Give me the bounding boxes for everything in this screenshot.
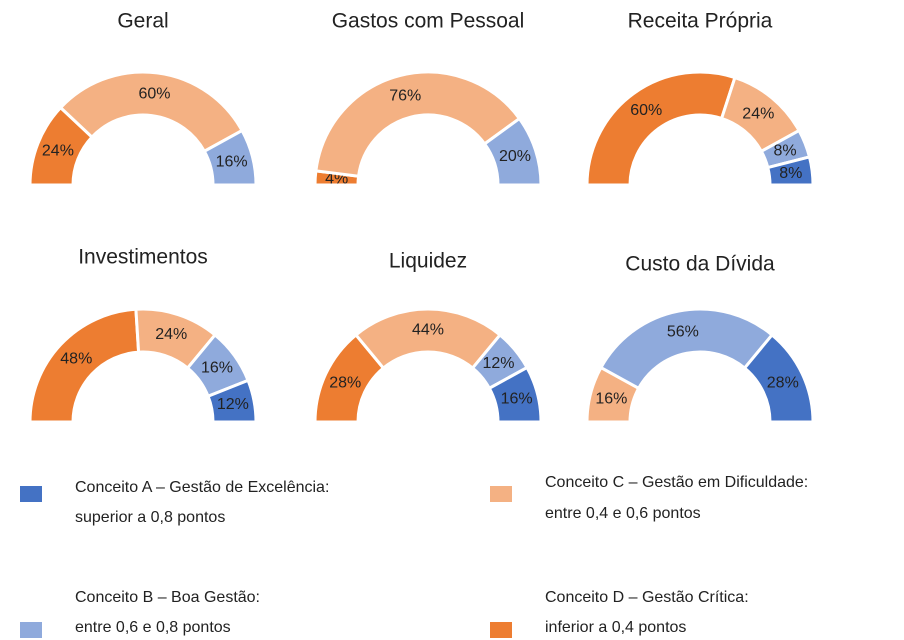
donut-segment [482,116,543,187]
legend-text: Conceito C – Gestão em Dificuldade: [545,474,808,491]
legend-text: entre 0,4 e 0,6 pontos [545,505,701,522]
value-label: 76% [389,88,421,105]
value-label: 8% [774,143,797,160]
value-label: 56% [667,323,699,340]
donut-segment [742,332,815,424]
legend-text: Conceito D – Gestão Crítica: [545,589,749,606]
chart-title: Liquidez [389,250,467,273]
value-label: 60% [630,102,662,119]
legend-text: superior a 0,8 pontos [75,509,225,526]
value-label: 44% [412,322,444,339]
donut-segment [314,70,522,178]
legend-swatch [20,486,42,502]
donut-segment [58,70,245,154]
legend-text: Conceito A – Gestão de Excelência: [75,479,329,496]
legend-text: inferior a 0,4 pontos [545,619,686,636]
value-label: 28% [767,374,799,391]
value-label: 20% [499,148,531,165]
value-label: 28% [329,374,361,391]
value-label: 16% [216,153,248,170]
legend-text: entre 0,6 e 0,8 pontos [75,619,231,636]
donut-segment [585,70,737,187]
value-label: 16% [595,390,627,407]
donut-segment [487,365,543,424]
value-label: 24% [742,106,774,123]
legend-swatch [20,622,42,638]
chart-title: Investimentos [78,246,208,269]
value-label: 48% [60,351,92,368]
value-label: 60% [138,85,170,102]
donut-segment [202,128,258,187]
chart-title: Gastos com Pessoal [332,10,525,33]
value-label: 16% [201,359,233,376]
value-label: 12% [482,355,514,372]
donut-segment [765,155,815,187]
chart-title: Geral [117,10,168,33]
chart-title: Receita Própria [628,10,773,33]
chart-title: Custo da Dívida [625,253,775,276]
legend-swatch [490,622,512,638]
value-label: 24% [155,326,187,343]
value-label: 12% [217,396,249,413]
donut-segment [206,378,258,424]
legend-swatch [490,486,512,502]
value-label: 16% [501,390,533,407]
value-label: 8% [779,165,802,182]
donut-segment [598,307,775,391]
value-label: 24% [42,143,74,160]
legend-text: Conceito B – Boa Gestão: [75,589,260,606]
